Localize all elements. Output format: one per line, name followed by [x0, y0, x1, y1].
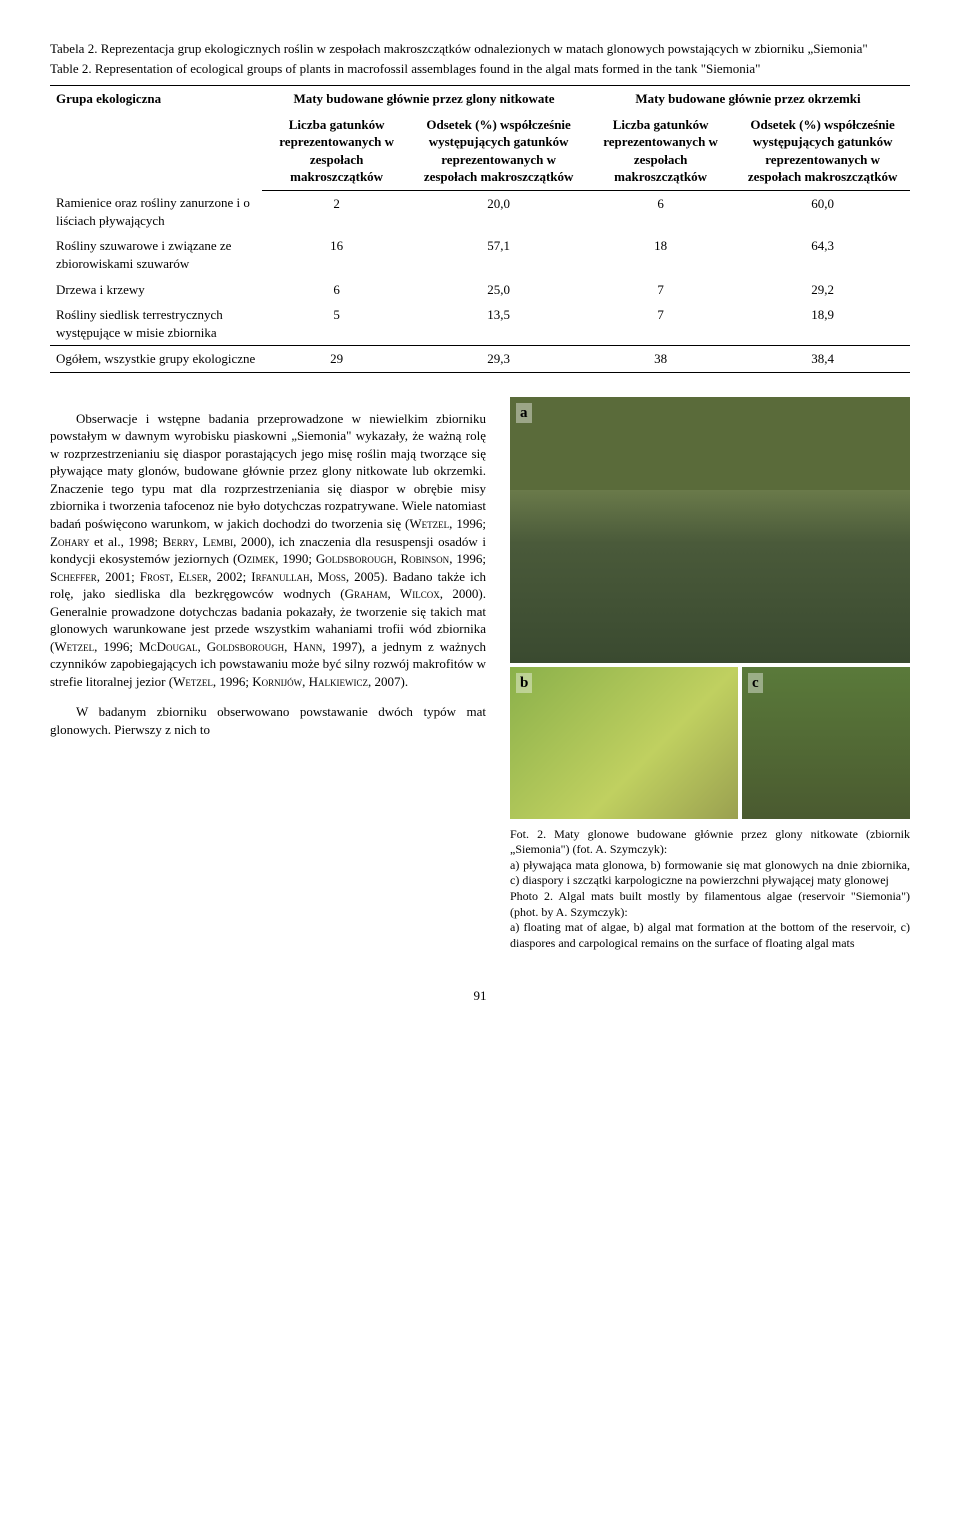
- cell: 25,0: [411, 277, 586, 303]
- page-number: 91: [50, 987, 910, 1005]
- row-label: Ogółem, wszystkie grupy ekologiczne: [50, 346, 262, 373]
- cell: 6: [586, 190, 735, 233]
- table-row: Ramienice oraz rośliny zanurzone i o liś…: [50, 190, 910, 233]
- table-caption-pl: Tabela 2. Reprezentacja grup ekologiczny…: [50, 40, 910, 58]
- photo-label-a: a: [516, 403, 532, 423]
- th-mat2: Maty budowane głównie przez okrzemki: [586, 86, 910, 112]
- photo-label-b: b: [516, 673, 532, 693]
- cell: 13,5: [411, 302, 586, 346]
- cell: 29,3: [411, 346, 586, 373]
- table-row: Rośliny siedlisk terrestrycznych występu…: [50, 302, 910, 346]
- cell: 38,4: [735, 346, 910, 373]
- photo-caption-en: Photo 2. Algal mats built mostly by fila…: [510, 889, 910, 920]
- photo-caption-pl: Fot. 2. Maty glonowe budowane głównie pr…: [510, 827, 910, 858]
- th-col2: Odsetek (%) współcześnie występujących g…: [411, 112, 586, 191]
- photo-caption-pl-detail: a) pływająca mata glonowa, b) formowanie…: [510, 858, 910, 889]
- row-label: Ramienice oraz rośliny zanurzone i o liś…: [50, 190, 262, 233]
- cell: 20,0: [411, 190, 586, 233]
- paragraph-1: Obserwacje i wstępne badania przeprowadz…: [50, 410, 486, 691]
- photo-column: a b c Fot. 2. Maty glonowe budowane głów…: [510, 397, 910, 952]
- row-label: Rośliny szuwarowe i związane ze zbiorowi…: [50, 233, 262, 276]
- paragraph-2: W badanym zbiorniku obserwowano powstawa…: [50, 703, 486, 738]
- photo-caption: Fot. 2. Maty glonowe budowane głównie pr…: [510, 827, 910, 952]
- photo-b: b: [510, 667, 738, 819]
- photo-c: c: [742, 667, 910, 819]
- cell: 29,2: [735, 277, 910, 303]
- cell: 2: [262, 190, 411, 233]
- table-row-total: Ogółem, wszystkie grupy ekologiczne 29 2…: [50, 346, 910, 373]
- table-row: Rośliny szuwarowe i związane ze zbiorowi…: [50, 233, 910, 276]
- photo-a: a: [510, 397, 910, 663]
- photo-label-c: c: [748, 673, 763, 693]
- cell: 7: [586, 277, 735, 303]
- cell: 5: [262, 302, 411, 346]
- cell: 60,0: [735, 190, 910, 233]
- cell: 7: [586, 302, 735, 346]
- th-mat1: Maty budowane głównie przez glony nitkow…: [262, 86, 586, 112]
- two-column-layout: Obserwacje i wstępne badania przeprowadz…: [50, 397, 910, 952]
- cell: 18,9: [735, 302, 910, 346]
- row-label: Rośliny siedlisk terrestrycznych występu…: [50, 302, 262, 346]
- photo-composite: a b c: [510, 397, 910, 819]
- th-group: Grupa ekologiczna: [50, 86, 262, 191]
- cell: 38: [586, 346, 735, 373]
- cell: 64,3: [735, 233, 910, 276]
- th-col4: Odsetek (%) współcześnie występujących g…: [735, 112, 910, 191]
- table-2: Grupa ekologiczna Maty budowane głównie …: [50, 85, 910, 373]
- body-text-column: Obserwacje i wstępne badania przeprowadz…: [50, 397, 486, 952]
- table-row: Drzewa i krzewy 6 25,0 7 29,2: [50, 277, 910, 303]
- th-col3: Liczba gatunków reprezentowanych w zespo…: [586, 112, 735, 191]
- cell: 29: [262, 346, 411, 373]
- cell: 57,1: [411, 233, 586, 276]
- photo-caption-en-detail: a) floating mat of algae, b) algal mat f…: [510, 920, 910, 951]
- cell: 6: [262, 277, 411, 303]
- row-label: Drzewa i krzewy: [50, 277, 262, 303]
- cell: 16: [262, 233, 411, 276]
- th-col1: Liczba gatunków reprezentowanych w zespo…: [262, 112, 411, 191]
- cell: 18: [586, 233, 735, 276]
- table-caption-en: Table 2. Representation of ecological gr…: [50, 60, 910, 78]
